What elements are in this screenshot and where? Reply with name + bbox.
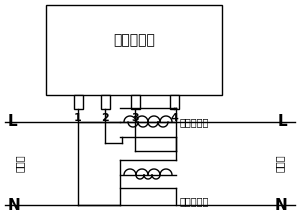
Text: L: L — [8, 113, 18, 128]
Text: 电流互感器: 电流互感器 — [180, 117, 209, 127]
Text: N: N — [8, 199, 21, 214]
Bar — [169, 95, 178, 109]
Bar — [130, 95, 140, 109]
Text: 输出端: 输出端 — [275, 155, 285, 172]
Text: 电压互感器: 电压互感器 — [180, 196, 209, 206]
Text: 单相有功表: 单相有功表 — [113, 33, 155, 47]
Bar — [100, 95, 109, 109]
Text: N: N — [274, 199, 287, 214]
Text: 4: 4 — [170, 113, 178, 123]
Text: 3: 3 — [131, 113, 139, 123]
Text: L: L — [278, 113, 287, 128]
Text: 2: 2 — [101, 113, 109, 123]
Bar — [74, 95, 82, 109]
Text: 1: 1 — [74, 113, 82, 123]
Text: 输入端: 输入端 — [15, 155, 25, 172]
Bar — [46, 5, 222, 95]
